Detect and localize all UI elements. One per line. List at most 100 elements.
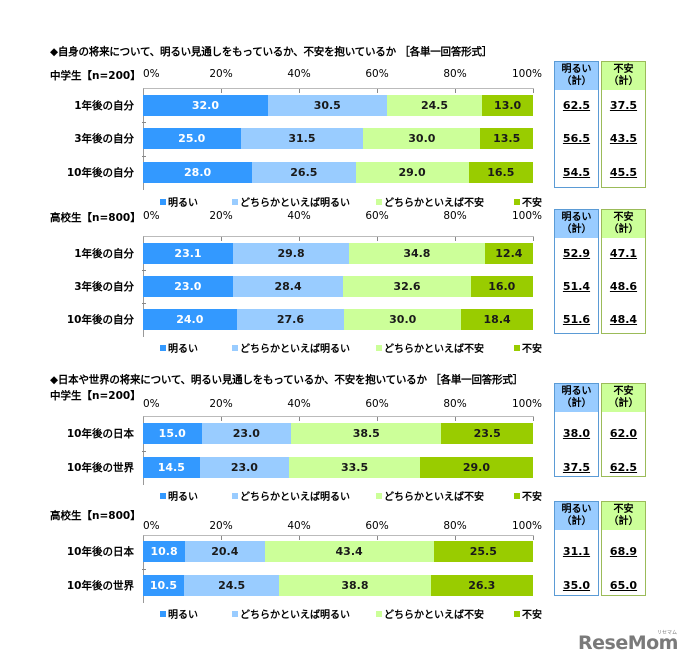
- total-header-line2: （計）: [561, 224, 592, 235]
- row-label: 1年後の自分: [74, 248, 134, 260]
- stacked-bar: 14.5 23.0 33.5 29.0: [143, 457, 533, 478]
- axis-gridmark: [533, 89, 534, 93]
- legend-label: 不安: [522, 344, 542, 355]
- total-value: 37.5: [562, 461, 591, 474]
- legend-item: 明るい: [160, 194, 198, 209]
- legend-item: どちらかといえば明るい: [232, 340, 350, 355]
- axis-tick-label: 60%: [365, 398, 389, 410]
- legend: 明るい どちらかといえば明るい どちらかといえば不安 不安: [160, 340, 568, 355]
- row-label: 3年後の自分: [74, 281, 134, 293]
- total-header: 明るい （計）: [555, 384, 598, 412]
- row-label: 10年後の日本: [66, 546, 134, 558]
- axis-tick-label: 0%: [143, 68, 160, 80]
- axis-gridmark: [221, 536, 222, 540]
- axis-tick-label: 80%: [443, 68, 467, 80]
- total-value: 51.6: [562, 313, 591, 326]
- total-header-line2: （計）: [608, 76, 639, 87]
- axis-gridmark: [377, 237, 378, 241]
- total-value: 62.0: [609, 427, 638, 440]
- stacked-bar: 25.0 31.5 30.0 13.5: [143, 128, 533, 149]
- bar-segment: 20.4: [185, 541, 265, 562]
- row-label: 10年後の世界: [66, 462, 134, 474]
- legend-swatch-icon: [160, 344, 166, 351]
- legend-item: どちらかといえば明るい: [232, 488, 350, 503]
- legend-item: 明るい: [160, 488, 198, 503]
- axis-gridmark: [533, 536, 534, 540]
- bar-segment: 30.5: [267, 95, 387, 116]
- bar-segment: 29.0: [419, 457, 533, 478]
- axis-tick-label: 0%: [143, 398, 160, 410]
- legend-item: どちらかといえば不安: [376, 340, 484, 355]
- section1-title: ◆自身の将来について、明るい見通しをもっているか、不安を抱いているか ［各単一回…: [50, 46, 493, 58]
- bar-segment: 26.3: [430, 575, 533, 596]
- total-header-line1: 明るい: [561, 386, 592, 397]
- group-label: 中学生【n=200】: [50, 70, 141, 82]
- group-label: 高校生【n=800】: [50, 212, 141, 224]
- axis-tick-label: 40%: [287, 68, 311, 80]
- row-label: 10年後の自分: [66, 167, 134, 179]
- legend-swatch-icon: [514, 344, 520, 351]
- legend-item: 不安: [514, 606, 542, 621]
- legend-swatch-icon: [232, 344, 238, 351]
- legend: 明るい どちらかといえば明るい どちらかといえば不安 不安: [160, 488, 568, 503]
- bar-segment: 13.0: [482, 95, 533, 116]
- axis-gridmark: [455, 536, 456, 540]
- bar-segment: 28.0: [143, 162, 253, 183]
- axis-gridmark: [299, 237, 300, 241]
- bar-segment: 16.5: [468, 162, 533, 183]
- total-value: 51.4: [562, 280, 591, 293]
- bar-segment: 30.0: [363, 128, 481, 149]
- legend-label: どちらかといえば不安: [384, 198, 484, 209]
- total-value: 54.5: [562, 166, 591, 179]
- stacked-bar: 15.0 23.0 38.5 23.5: [143, 423, 533, 444]
- legend-label: 明るい: [168, 344, 198, 355]
- stacked-bar: 32.0 30.5 24.5 13.0: [143, 95, 533, 116]
- legend: 明るい どちらかといえば明るい どちらかといえば不安 不安: [160, 606, 568, 621]
- stacked-bar: 24.0 27.6 30.0 18.4: [143, 309, 533, 330]
- axis-tick-label: 0%: [143, 210, 160, 222]
- legend: 明るい どちらかといえば明るい どちらかといえば不安 不安: [160, 194, 568, 209]
- row-label: 3年後の自分: [74, 133, 134, 145]
- stacked-bar: 10.8 20.4 43.4 25.5: [143, 541, 533, 562]
- bar-segment: 34.8: [349, 243, 485, 264]
- total-header-line2: （計）: [608, 224, 639, 235]
- group-label: 高校生【n=800】: [50, 510, 141, 522]
- legend-item: 明るい: [160, 340, 198, 355]
- total-value: 43.5: [609, 132, 638, 145]
- bar-segment: 28.4: [232, 276, 344, 297]
- bar-segment: 23.0: [143, 276, 233, 297]
- axis-gridmark: [221, 237, 222, 241]
- total-header-line1: 明るい: [561, 212, 592, 223]
- bar-segment: 23.1: [143, 243, 233, 264]
- logo-subtext: リセマム: [657, 630, 678, 636]
- row-label: 10年後の世界: [66, 580, 134, 592]
- total-header-line2: （計）: [561, 398, 592, 409]
- bar-segment: 43.4: [264, 541, 434, 562]
- bar-segment: 25.0: [143, 128, 241, 149]
- total-value: 62.5: [609, 461, 638, 474]
- axis-tick-label: 80%: [443, 210, 467, 222]
- total-value: 47.1: [609, 247, 638, 260]
- legend-swatch-icon: [232, 610, 238, 617]
- legend-swatch-icon: [376, 344, 382, 351]
- legend-label: 不安: [522, 610, 542, 621]
- row-divider-tick: [142, 569, 146, 570]
- row-divider-tick: [142, 156, 146, 157]
- legend-swatch-icon: [232, 198, 238, 205]
- bar-segment: 15.0: [143, 423, 202, 444]
- anxious-total-box: 不安 （計） 37.5 43.5 45.5: [601, 61, 646, 188]
- bar-segment: 10.5: [143, 575, 184, 596]
- row-label: 10年後の自分: [66, 314, 134, 326]
- total-header: 不安 （計）: [602, 502, 645, 530]
- plot-area: [143, 416, 534, 485]
- total-header: 明るい （計）: [555, 502, 598, 530]
- total-header: 不安 （計）: [602, 62, 645, 90]
- legend-item: どちらかといえば不安: [376, 488, 484, 503]
- axis-gridmark: [221, 417, 222, 421]
- bar-segment: 14.5: [143, 457, 200, 478]
- legend-label: どちらかといえば明るい: [240, 492, 350, 503]
- total-value: 31.1: [562, 545, 591, 558]
- total-header-line1: 不安: [613, 504, 634, 515]
- bar-segment: 30.0: [344, 309, 462, 330]
- legend-label: 明るい: [168, 610, 198, 621]
